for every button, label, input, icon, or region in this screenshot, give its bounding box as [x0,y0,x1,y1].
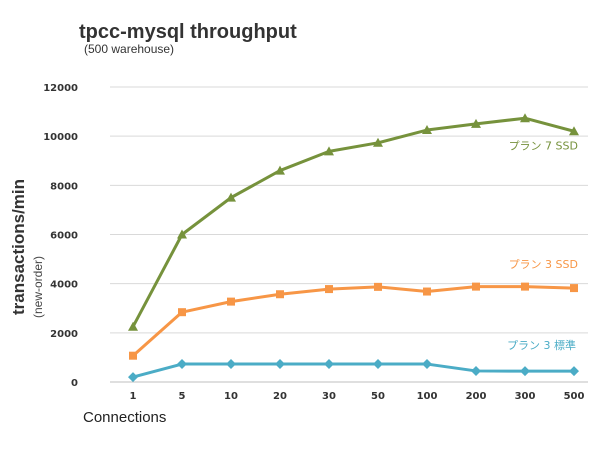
data-point-marker [324,359,334,370]
y-tick-label: 8000 [50,181,78,192]
series-2 [129,282,578,360]
data-point-marker [423,287,431,296]
data-point-marker [570,284,578,293]
chart-subtitle: (500 warehouse) [84,42,174,56]
data-point-marker [569,126,579,136]
y-tick-label: 10000 [43,132,78,143]
series-layer [128,113,579,383]
data-point-marker [471,118,481,128]
chart-title: tpcc-mysql throughput [79,21,297,43]
series-line [131,116,575,328]
data-point-marker [177,229,187,239]
y-tick-label: 0 [71,378,78,389]
x-tick-label: 30 [322,391,336,402]
data-point-marker [275,359,285,370]
series-line [132,285,575,357]
grid-layer [110,86,588,383]
data-point-marker [520,113,530,123]
data-point-marker [471,365,481,376]
data-point-marker [226,359,236,370]
data-point-marker [520,366,530,377]
series-label: プラン 3 SSD [509,258,578,271]
data-point-marker [521,282,529,291]
data-point-marker [373,137,383,147]
x-tick-label: 100 [417,391,438,402]
data-point-marker [422,125,432,135]
x-tick-label: 1 [130,391,137,402]
data-point-marker [227,297,235,306]
series-3 [128,359,579,383]
series-1 [128,113,579,331]
tick-layer: 0 2000 4000 6000 8000 10000 12000 1 5 10 20 30 50 100… [43,83,584,402]
x-tick-label: 10 [224,391,238,402]
data-point-marker [422,359,432,370]
x-axis-label: Connections [83,409,166,426]
data-point-marker [374,282,382,291]
y-tick-label: 6000 [50,231,78,242]
x-tick-label: 200 [466,391,487,402]
data-point-marker [472,282,480,291]
data-point-marker [325,285,333,294]
data-point-marker [226,192,236,202]
x-tick-label: 50 [371,391,385,402]
y-tick-label: 4000 [50,280,78,291]
y-tick-label: 2000 [50,329,78,340]
data-point-marker [177,359,187,370]
data-point-marker [569,366,579,377]
data-point-marker [128,321,138,331]
y-axis-label: transactions/min [9,179,28,315]
data-point-marker [324,146,334,156]
series-label: プラン 7 SSD [509,139,578,152]
x-tick-label: 5 [179,391,186,402]
x-tick-label: 500 [564,391,585,402]
data-point-marker [129,351,137,360]
series-line [132,362,574,379]
data-point-marker [276,290,284,299]
series-label: プラン 3 標準 [507,338,576,352]
y-axis-sublabel: (new-order) [31,256,45,318]
data-point-marker [128,372,138,383]
data-point-marker [275,165,285,175]
series-label-layer: プラン 7 SSD プラン 3 SSD プラン 3 標準 [507,139,578,352]
x-tick-label: 300 [515,391,536,402]
data-point-marker [178,308,186,317]
x-tick-label: 20 [273,391,287,402]
data-point-marker [373,359,383,370]
y-tick-label: 12000 [43,83,78,94]
